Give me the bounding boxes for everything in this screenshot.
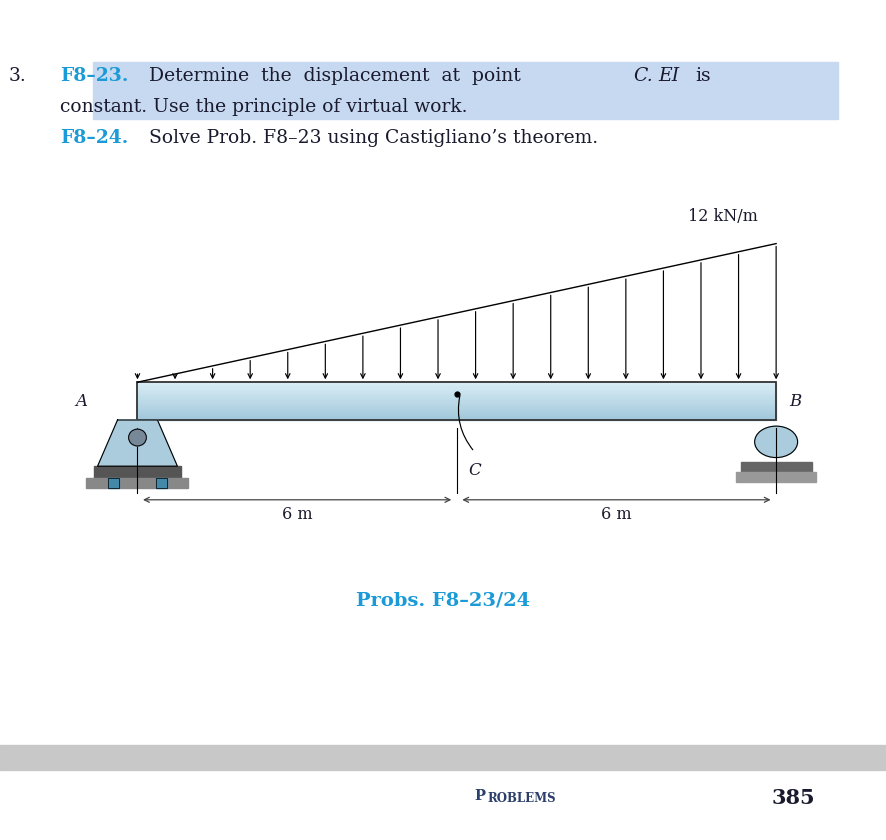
Bar	[87, 478, 189, 488]
Text: C: C	[468, 462, 480, 479]
Bar	[137, 382, 775, 383]
Bar	[137, 396, 775, 397]
Text: 385: 385	[771, 788, 814, 808]
Bar	[137, 408, 775, 410]
Bar	[137, 391, 775, 392]
Bar	[93, 62, 837, 119]
Bar	[137, 402, 775, 403]
Bar	[137, 392, 775, 393]
Bar	[137, 405, 775, 407]
Text: B: B	[789, 392, 801, 410]
Text: P: P	[474, 790, 485, 803]
Bar	[137, 400, 775, 401]
Bar	[137, 390, 775, 391]
Text: is: is	[695, 66, 711, 85]
Bar	[137, 418, 775, 420]
Bar	[137, 403, 775, 405]
Text: constant. Use the principle of virtual work.: constant. Use the principle of virtual w…	[60, 97, 467, 116]
Text: 3.: 3.	[9, 66, 27, 85]
Bar	[137, 412, 775, 414]
Bar	[137, 417, 775, 419]
Ellipse shape	[754, 426, 797, 458]
Bar	[137, 385, 775, 386]
Text: F8–23.: F8–23.	[60, 66, 128, 85]
Text: 6 m: 6 m	[282, 507, 312, 523]
Bar	[137, 393, 775, 395]
Text: 6 m: 6 m	[601, 507, 631, 523]
Bar	[137, 415, 775, 416]
Bar	[137, 398, 775, 400]
Text: C.: C.	[633, 66, 652, 85]
Bar	[137, 386, 775, 387]
Bar	[108, 478, 119, 488]
Bar	[137, 407, 775, 408]
Circle shape	[128, 429, 146, 446]
Bar	[156, 478, 167, 488]
Bar	[156, 478, 167, 488]
Bar	[137, 387, 775, 388]
Text: ROBLEMS: ROBLEMS	[487, 791, 556, 805]
Bar	[0, 745, 886, 770]
Bar	[137, 413, 775, 415]
Bar	[740, 462, 811, 472]
Text: 12 kN/m: 12 kN/m	[688, 208, 757, 225]
Bar	[137, 383, 775, 385]
Bar	[108, 478, 119, 488]
Bar	[137, 410, 775, 412]
Polygon shape	[97, 420, 177, 466]
Text: Solve Prob. F8–23 using Castigliano’s theorem.: Solve Prob. F8–23 using Castigliano’s th…	[149, 129, 597, 147]
Text: Determine  the  displacement  at  point: Determine the displacement at point	[149, 66, 520, 85]
Text: A: A	[75, 392, 88, 410]
Bar	[137, 397, 775, 398]
Bar	[137, 382, 775, 420]
Bar	[94, 466, 182, 478]
Bar	[137, 388, 775, 390]
Text: EI: EI	[657, 66, 679, 85]
Text: Probs. F8–23/24: Probs. F8–23/24	[356, 591, 530, 610]
Bar	[137, 401, 775, 402]
Text: F8–24.: F8–24.	[60, 129, 128, 147]
Bar	[735, 472, 815, 482]
Bar	[137, 395, 775, 396]
